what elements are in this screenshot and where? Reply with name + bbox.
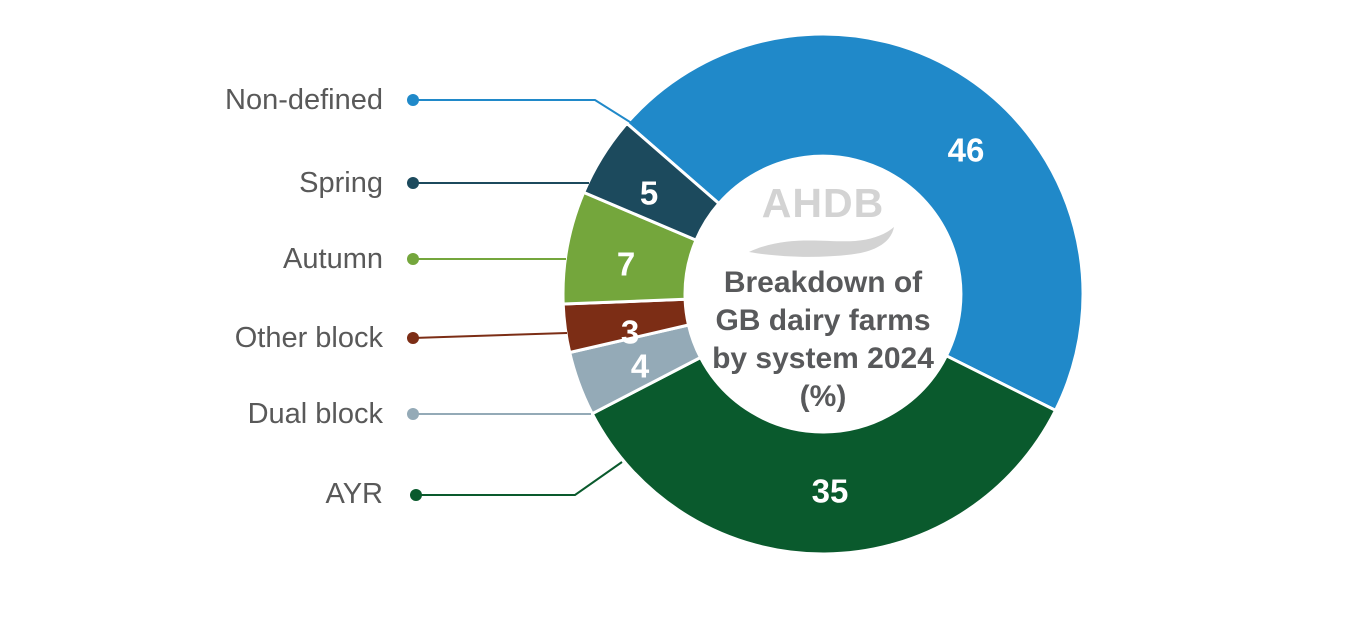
pie-slice-spring xyxy=(582,121,721,242)
legend-dots xyxy=(407,94,422,501)
leader-lines xyxy=(412,99,642,496)
chart-title: Breakdown of GB dairy farms by system 20… xyxy=(712,264,934,416)
pie-slices xyxy=(561,32,1085,556)
pie-slice-non-defined xyxy=(625,32,1085,412)
slice-value-ayr: 35 xyxy=(812,473,849,510)
category-label-dual-block: Dual block xyxy=(247,398,383,430)
category-label-other-block: Other block xyxy=(234,322,383,354)
legend-dot-non-defined xyxy=(407,94,419,106)
chart-title-line-4: (%) xyxy=(799,380,847,413)
slice-value-autumn: 7 xyxy=(617,246,635,283)
chart-title-line-1: Breakdown of xyxy=(723,266,923,299)
leader-line-non-defined xyxy=(413,99,642,130)
ahdb-logo: AHDB xyxy=(761,180,885,226)
slice-value-spring: 5 xyxy=(640,175,658,212)
pie-slice-ayr xyxy=(590,354,1057,556)
chart-title-line-2: GB dairy farms xyxy=(715,304,931,337)
slice-value-other-block: 3 xyxy=(621,314,639,351)
leader-line-ayr xyxy=(416,461,623,496)
legend-dot-other-block xyxy=(407,332,419,344)
legend-dot-spring xyxy=(407,177,419,189)
leader-line-other-block xyxy=(412,332,568,339)
donut-center: AHDB Breakdown of GB dairy farms by syst… xyxy=(678,149,968,439)
slice-value-labels: 46 35 43 75 xyxy=(617,132,985,510)
ahdb-logo-swoosh-icon xyxy=(749,227,894,257)
category-label-spring: Spring xyxy=(299,167,383,199)
chart-title-line-3: by system 2024 xyxy=(712,342,934,375)
category-label-ayr: AYR xyxy=(325,478,383,510)
slice-value-dual-block: 4 xyxy=(631,348,650,385)
legend-dot-ayr xyxy=(410,489,422,501)
legend-dot-autumn xyxy=(407,253,419,265)
legend-dot-dual-block xyxy=(407,408,419,420)
category-label-non-defined: Non-defined xyxy=(225,84,383,116)
category-label-autumn: Autumn xyxy=(283,243,383,275)
slice-value-non-defined: 46 xyxy=(948,132,985,169)
